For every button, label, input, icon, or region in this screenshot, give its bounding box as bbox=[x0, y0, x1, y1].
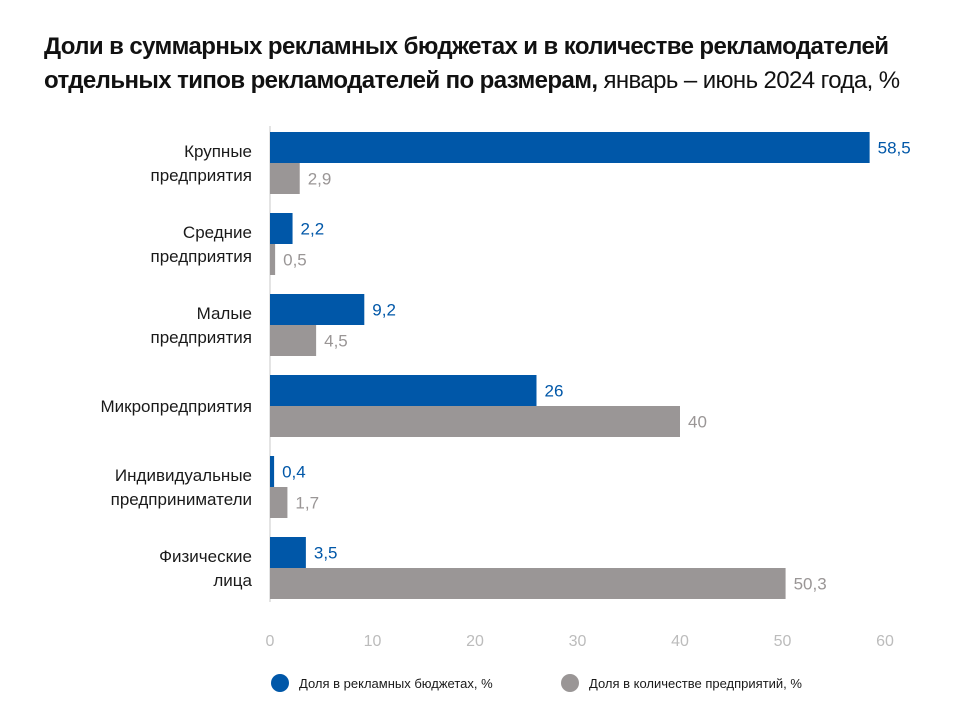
bar-budget-5 bbox=[270, 537, 306, 568]
legend: Доля в рекламных бюджетах, % Доля в коли… bbox=[0, 674, 974, 700]
legend-label-count: Доля в количестве предприятий, % bbox=[589, 675, 802, 691]
data-label-budget-5: 3,5 bbox=[314, 544, 338, 563]
data-label-count-5: 50,3 bbox=[794, 575, 827, 594]
data-label-count-1: 0,5 bbox=[283, 251, 307, 270]
data-label-count-3: 40 bbox=[688, 413, 707, 432]
category-label-1-0: Средние bbox=[183, 223, 252, 242]
category-label-2-1: предприятия bbox=[150, 328, 252, 347]
category-label-4-0: Индивидуальные bbox=[115, 466, 252, 485]
x-tick-label-2: 20 bbox=[466, 633, 484, 650]
category-label-5-1: лица bbox=[213, 571, 252, 590]
bar-count-5 bbox=[270, 568, 786, 599]
category-label-4-1: предприниматели bbox=[111, 490, 252, 509]
category-label-2-0: Малые bbox=[197, 304, 252, 323]
category-label-1-1: предприятия bbox=[150, 247, 252, 266]
data-label-budget-1: 2,2 bbox=[301, 220, 325, 239]
bar-budget-3 bbox=[270, 375, 537, 406]
bar-budget-0 bbox=[270, 132, 870, 163]
bar-count-4 bbox=[270, 487, 288, 518]
chart-title-period: январь – июнь 2024 года, % bbox=[597, 67, 901, 94]
data-label-count-4: 1,7 bbox=[295, 494, 319, 513]
legend-label-budget: Доля в рекламных бюджетах, % bbox=[299, 675, 493, 691]
data-label-count-2: 4,5 bbox=[324, 332, 348, 351]
data-label-budget-2: 9,2 bbox=[372, 301, 396, 320]
x-tick-label-1: 10 bbox=[364, 633, 382, 650]
legend-dot-budget bbox=[271, 674, 289, 692]
chart-title-bold: Доли в суммарных рекламных бюджетах и в … bbox=[44, 33, 889, 94]
x-tick-label-5: 50 bbox=[774, 633, 792, 650]
bar-budget-4 bbox=[270, 456, 275, 487]
x-tick-label-6: 60 bbox=[876, 633, 894, 650]
bar-count-3 bbox=[270, 406, 680, 437]
data-label-budget-3: 26 bbox=[545, 382, 564, 401]
chart-title: Доли в суммарных рекламных бюджетах и в … bbox=[44, 30, 944, 98]
legend-item-count: Доля в количестве предприятий, % bbox=[561, 674, 802, 692]
data-label-count-0: 2,9 bbox=[308, 170, 332, 189]
bar-count-1 bbox=[270, 244, 276, 275]
data-label-budget-4: 0,4 bbox=[282, 463, 306, 482]
bar-count-2 bbox=[270, 325, 317, 356]
category-label-5-0: Физические bbox=[159, 547, 252, 566]
x-tick-label-0: 0 bbox=[266, 633, 275, 650]
data-label-budget-0: 58,5 bbox=[878, 139, 911, 158]
x-tick-label-4: 40 bbox=[671, 633, 689, 650]
category-label-0-0: Крупные bbox=[184, 142, 252, 161]
legend-dot-count bbox=[561, 674, 579, 692]
x-tick-label-3: 30 bbox=[569, 633, 587, 650]
legend-item-budget: Доля в рекламных бюджетах, % bbox=[271, 674, 493, 692]
bar-budget-2 bbox=[270, 294, 365, 325]
category-label-3-0: Микропредприятия bbox=[100, 397, 252, 416]
bar-count-0 bbox=[270, 163, 300, 194]
bar-budget-1 bbox=[270, 213, 293, 244]
category-label-0-1: предприятия bbox=[150, 166, 252, 185]
